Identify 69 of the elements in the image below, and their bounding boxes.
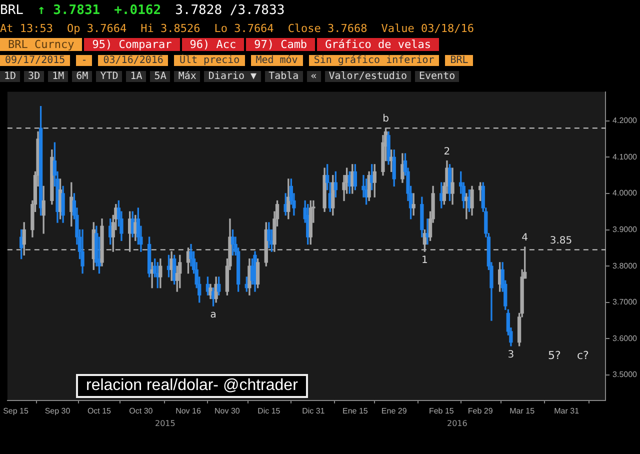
annotation: 2 bbox=[444, 146, 450, 158]
text: 6M bbox=[72, 70, 92, 82]
text: Hi 3.8526 bbox=[140, 22, 200, 34]
text: 1D bbox=[0, 70, 20, 82]
text: YTD bbox=[96, 70, 122, 82]
text: Value 03/18/16 bbox=[381, 22, 474, 34]
text: ↑ 3.7831 bbox=[37, 2, 100, 18]
text: Máx bbox=[174, 70, 200, 82]
text: 1A bbox=[126, 70, 146, 82]
text: 03/16/2016 bbox=[98, 54, 168, 66]
annotation: 3.85 bbox=[550, 235, 572, 246]
x-tick-label: Ene 29 bbox=[381, 406, 408, 416]
text: Evento bbox=[415, 70, 460, 82]
text: At 13:53 bbox=[0, 22, 53, 34]
y-tick-label: 3.8000 bbox=[612, 261, 638, 270]
text: BRL Curncy bbox=[0, 38, 82, 50]
annotation: relacion real/dolar- @chtrader bbox=[76, 374, 308, 398]
text: Gráfico de velas bbox=[317, 38, 440, 50]
x-tick-label: Mar 31 bbox=[554, 406, 580, 416]
text: Op 3.7664 bbox=[66, 22, 127, 34]
text: 2015 bbox=[155, 419, 176, 428]
text: 3.7828 /3.7833 bbox=[175, 2, 285, 18]
text: 96) Acc bbox=[182, 38, 244, 50]
x-tick-label: Nov 30 bbox=[214, 406, 240, 416]
y-tick-label: 3.6000 bbox=[612, 334, 638, 343]
x-tick-label: Sep 30 bbox=[44, 406, 71, 416]
y-tick-label: 4.1000 bbox=[612, 152, 638, 162]
text: Lo 3.7664 bbox=[214, 22, 274, 34]
annotation: a bbox=[210, 310, 216, 321]
text: - bbox=[76, 54, 92, 66]
text: BRL bbox=[445, 54, 474, 66]
text: 97) Camb bbox=[246, 38, 316, 50]
text: 95) Comparar bbox=[84, 38, 180, 50]
x-tick-label: Ene 15 bbox=[342, 406, 368, 416]
text: +.0162 bbox=[114, 2, 162, 18]
y-tick-label: 3.7000 bbox=[612, 298, 638, 307]
annotation: b bbox=[382, 114, 389, 125]
x-tick-label: Dic 31 bbox=[302, 406, 326, 416]
y-tick-label: 4.2000 bbox=[612, 116, 638, 126]
text: BRL bbox=[0, 2, 24, 18]
text: Últ precio bbox=[174, 54, 245, 66]
text: Sin gráfico inferior bbox=[308, 54, 440, 66]
text: 09/17/2015 bbox=[0, 54, 70, 66]
text: Valor/estudio bbox=[324, 70, 411, 82]
annotation: 1 bbox=[422, 255, 428, 266]
y-tick-label: 3.5000 bbox=[612, 370, 638, 380]
annotation: 5? bbox=[548, 349, 561, 362]
text: 5A bbox=[150, 70, 170, 82]
x-tick-label: Sep 15 bbox=[3, 406, 29, 416]
x-tick-label: Feb 29 bbox=[468, 406, 494, 416]
x-tick-label: Mar 15 bbox=[510, 406, 536, 416]
text: Tabla bbox=[264, 70, 303, 82]
x-tick-label: Dic 15 bbox=[258, 406, 281, 416]
annotation: 3 bbox=[508, 350, 514, 361]
text: 1M bbox=[48, 70, 68, 82]
annotation: c? bbox=[577, 349, 589, 362]
x-tick-label: Oct 30 bbox=[129, 406, 154, 416]
text: Med móv bbox=[250, 54, 303, 66]
x-tick-label: Oct 15 bbox=[87, 406, 112, 416]
text: 3D bbox=[24, 70, 44, 82]
y-tick-label: 3.9000 bbox=[612, 224, 638, 234]
text: Diario ▼ bbox=[204, 70, 261, 82]
text: « bbox=[306, 70, 321, 82]
y-tick-label: 4.0000 bbox=[612, 188, 638, 198]
x-tick-label: Feb 15 bbox=[428, 406, 454, 416]
annotation: 4 bbox=[522, 232, 528, 244]
x-tick-label: Nov 16 bbox=[176, 406, 202, 416]
text: 2016 bbox=[447, 419, 468, 428]
text: Close 3.7668 bbox=[288, 22, 368, 34]
